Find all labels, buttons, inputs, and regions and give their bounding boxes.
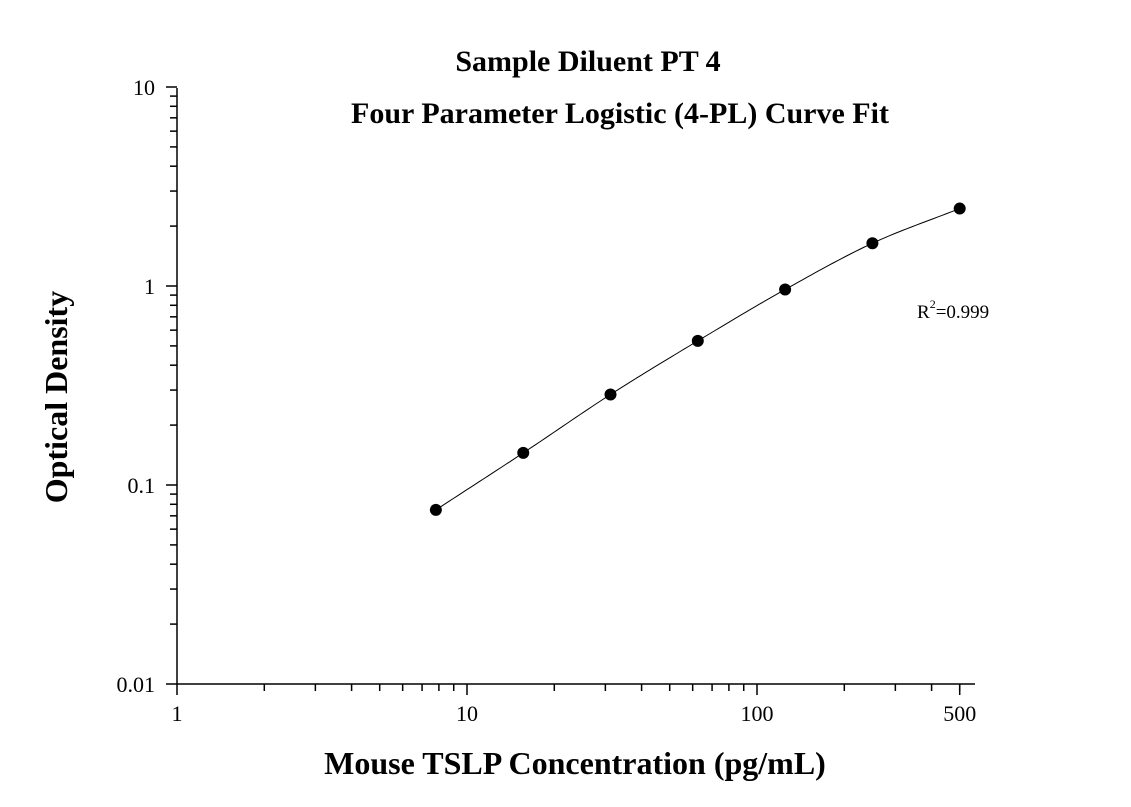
data-point: [779, 283, 792, 296]
r-squared-value: =0.999: [936, 302, 989, 323]
data-points: [429, 202, 966, 516]
y-axis-label: Optical Density: [38, 291, 74, 503]
data-point: [691, 334, 704, 347]
x-tick-label: 100: [741, 701, 774, 726]
data-point: [953, 202, 966, 215]
y-tick-label: 10: [133, 75, 155, 100]
data-point: [604, 388, 617, 401]
chart-title: Sample Diluent PT 4: [455, 45, 720, 78]
y-tick-label: 0.1: [128, 473, 156, 498]
y-axis: 0.01 0.1 1 10: [117, 75, 178, 697]
x-tick-label: 10: [456, 701, 478, 726]
data-point: [517, 446, 530, 459]
chart-subtitle: Four Parameter Logistic (4-PL) Curve Fit: [351, 97, 889, 130]
r-squared-superscript: 2: [930, 297, 936, 311]
data-point: [866, 237, 879, 250]
x-axis: 1 10 100 500: [172, 683, 976, 726]
r-squared-annotation: R2=0.999: [917, 297, 989, 323]
x-tick-label: 1: [172, 701, 183, 726]
fit-curve: [435, 208, 960, 511]
y-tick-label: 0.01: [117, 672, 156, 697]
r-squared-base: R: [917, 302, 930, 323]
x-tick-label: 500: [943, 701, 976, 726]
data-point: [429, 503, 442, 516]
x-axis-label: Mouse TSLP Concentration (pg/mL): [324, 745, 826, 781]
y-tick-label: 1: [144, 274, 155, 299]
